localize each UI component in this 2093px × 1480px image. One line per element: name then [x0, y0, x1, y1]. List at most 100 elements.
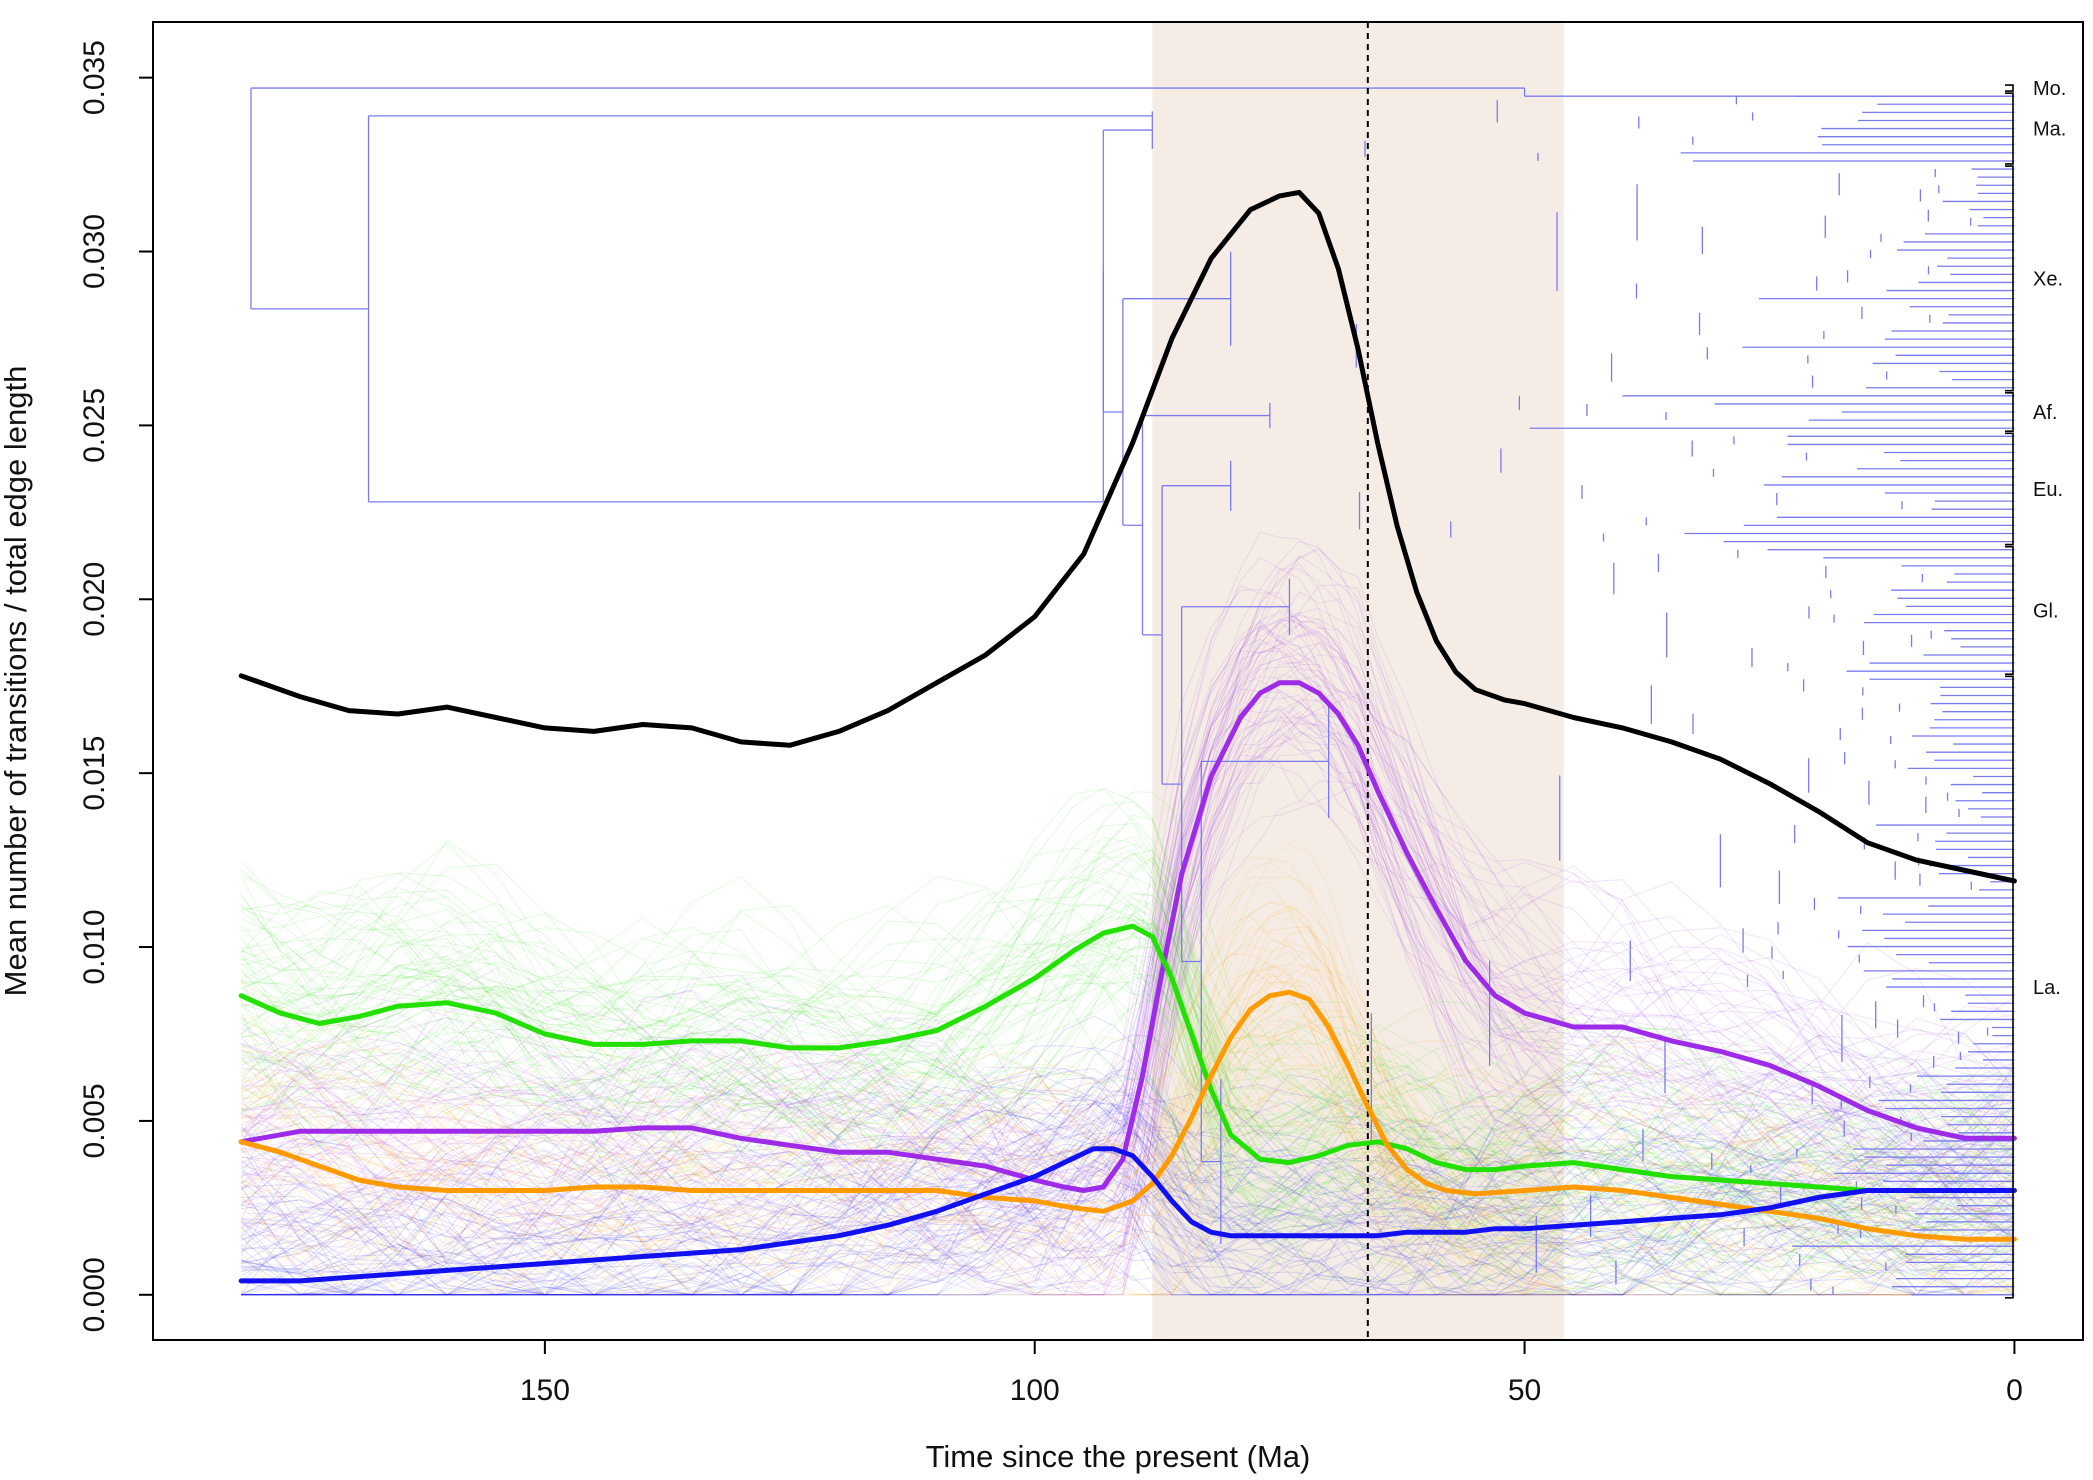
clade-label: Mo.	[2033, 78, 2066, 100]
sample-line	[240, 630, 2015, 1296]
sample-line	[240, 654, 2015, 1296]
sample-line	[241, 1088, 2015, 1296]
sample-line	[240, 855, 2015, 1296]
sample-line	[241, 1144, 2015, 1296]
series-line-5	[238, 1146, 2017, 1284]
sample-line	[241, 1103, 2015, 1296]
sample-line	[241, 1137, 2015, 1296]
sample-line	[240, 1076, 2015, 1296]
clade-label: Af.	[2033, 402, 2057, 424]
sample-line	[240, 914, 2015, 1296]
sample-line	[241, 1089, 2015, 1296]
sample-line	[240, 968, 2015, 1296]
sample-line	[241, 1030, 2015, 1292]
sample-line	[240, 697, 2015, 1286]
sample-line	[240, 556, 2015, 1278]
sample-line	[240, 950, 2015, 1296]
sample-line	[240, 694, 2015, 1264]
sample-line	[240, 1103, 2015, 1296]
clade-bracket	[2005, 675, 2014, 1299]
sample-line	[241, 690, 2015, 1253]
sample-line	[240, 1043, 2015, 1296]
sample-line	[240, 863, 2015, 1251]
sample-line	[240, 1082, 2015, 1296]
sample-line	[240, 621, 2015, 1238]
sample-line	[240, 1065, 2015, 1296]
sample-line	[241, 1145, 2015, 1283]
sample-line	[241, 1101, 2015, 1296]
sample-line	[240, 1037, 2015, 1296]
sample-line	[241, 919, 2015, 1259]
sample-line	[241, 1101, 2015, 1293]
sample-line	[241, 625, 2015, 1296]
sample-line	[241, 555, 2015, 1296]
sample-line	[241, 1055, 2015, 1296]
sample-line	[241, 836, 2015, 1226]
sample-line	[241, 1110, 2015, 1296]
sample-line	[240, 942, 2015, 1296]
sample-line	[241, 896, 2015, 1221]
sample-line	[240, 690, 2015, 1296]
sample-line	[241, 627, 2015, 1296]
plot-frame	[152, 21, 2084, 1341]
sample-line	[240, 1118, 2015, 1296]
sample-line	[241, 1106, 2015, 1296]
sample-line	[240, 1076, 2015, 1296]
sample-line	[240, 942, 2015, 1257]
sample-line	[241, 963, 2015, 1296]
sample-line	[241, 666, 2015, 1206]
sample-line	[241, 1070, 2015, 1296]
series-layer	[238, 189, 2017, 1284]
sample-line	[241, 1100, 2015, 1296]
y-tick-label: 0.030	[78, 214, 111, 289]
axes-layer: 150 100 50 0 0.000 0.005 0.010 0.015 0.020 0.025 0…	[78, 21, 2084, 1407]
sample-line	[240, 964, 2015, 1275]
x-axis-title: Time since the present (Ma)	[926, 1439, 1311, 1474]
sample-line	[241, 699, 2015, 1203]
series-line-1	[238, 189, 2017, 884]
sample-line	[241, 1103, 2015, 1296]
sample-line	[241, 924, 2015, 1275]
sample-line	[241, 1104, 2015, 1296]
sample-line	[240, 965, 2015, 1296]
sample-line	[241, 965, 2015, 1296]
clade-label: Ma.	[2033, 119, 2066, 141]
sample-line	[241, 1056, 2015, 1296]
sample-line	[240, 754, 2015, 1293]
sample-line	[240, 867, 2015, 1272]
sample-line	[240, 1073, 2015, 1296]
sample-line	[240, 1104, 2015, 1296]
sample-line	[241, 684, 2015, 1268]
sample-line	[240, 1040, 2015, 1296]
sample-line	[240, 614, 2015, 1255]
sample-line	[240, 626, 2015, 1230]
sample-line	[240, 549, 2015, 1288]
sample-line	[241, 1086, 2015, 1296]
clade-bracket	[2005, 165, 2014, 392]
sample-line	[240, 876, 2015, 1296]
sample-line	[240, 1069, 2015, 1296]
sample-line	[241, 562, 2015, 1296]
sample-line	[240, 736, 2015, 1218]
sample-line	[241, 915, 2015, 1259]
sample-line	[240, 1101, 2015, 1296]
sample-line	[241, 932, 2015, 1222]
sample-line	[241, 906, 2015, 1296]
sample-line	[240, 1064, 2015, 1296]
sample-line	[241, 911, 2015, 1288]
sample-line	[241, 1040, 2015, 1296]
sample-line	[240, 873, 2015, 1264]
sample-line	[240, 694, 2015, 1242]
x-tick-label: 0	[2006, 1374, 2023, 1407]
sample-line	[240, 1147, 2015, 1289]
sample-line	[241, 1136, 2015, 1296]
sample-line	[241, 926, 2015, 1237]
sample-line	[240, 1106, 2015, 1296]
sample-line	[240, 847, 2015, 1277]
sample-line	[241, 673, 2015, 1296]
sample-line	[241, 1101, 2015, 1296]
sample-line	[240, 875, 2015, 1284]
clade-label: La.	[2033, 977, 2061, 999]
sample-line	[240, 848, 2015, 1273]
sample-line	[241, 618, 2015, 1267]
